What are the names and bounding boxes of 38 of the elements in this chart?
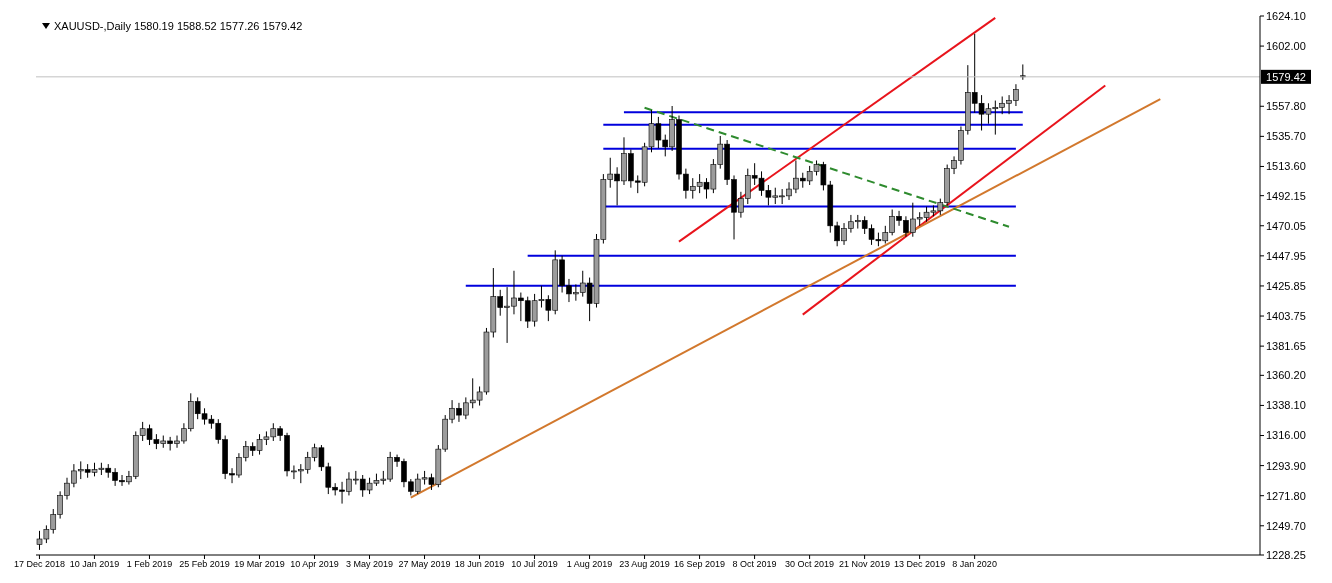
x-tick-label: 16 Sep 2019 bbox=[674, 559, 726, 570]
x-tick-label: 1 Feb 2019 bbox=[126, 559, 173, 570]
y-tick-label: 1535.70 bbox=[1266, 130, 1306, 143]
y-tick-label: 1360.20 bbox=[1266, 369, 1306, 382]
y-tick-label: 1557.80 bbox=[1266, 100, 1306, 113]
x-tick-label: 21 Nov 2019 bbox=[839, 559, 891, 570]
y-tick-label: 1403.75 bbox=[1266, 309, 1306, 322]
y-tick-label: 1470.05 bbox=[1266, 219, 1306, 232]
x-tick-label: 1 Aug 2019 bbox=[566, 559, 613, 570]
x-tick-label: 10 Jan 2019 bbox=[69, 559, 120, 570]
y-tick-label: 1271.80 bbox=[1266, 489, 1306, 502]
x-tick-label: 30 Oct 2019 bbox=[785, 559, 835, 570]
x-tick-label: 19 Mar 2019 bbox=[234, 559, 285, 570]
y-tick-label: 1447.95 bbox=[1266, 249, 1306, 262]
x-tick-label: 25 Feb 2019 bbox=[179, 559, 230, 570]
y-tick-label: 1293.90 bbox=[1266, 459, 1306, 472]
chart-title: XAUUSD-,Daily 1580.19 1588.52 1577.26 1579.42 bbox=[54, 20, 303, 32]
y-tick-label: 1381.65 bbox=[1266, 340, 1306, 353]
x-tick-label: 17 Dec 2018 bbox=[13, 559, 65, 570]
x-tick-label: 10 Jul 2019 bbox=[511, 559, 558, 570]
x-tick-label: 18 Jun 2019 bbox=[454, 559, 505, 570]
y-tick-label: 1624.10 bbox=[1266, 9, 1306, 22]
y-tick-label: 1492.15 bbox=[1266, 189, 1306, 202]
y-tick-label: 1602.00 bbox=[1266, 40, 1306, 52]
y-tick-label: 1513.60 bbox=[1266, 160, 1306, 173]
y-tick-label: 1338.10 bbox=[1266, 399, 1306, 412]
x-tick-label: 23 Aug 2019 bbox=[619, 559, 670, 570]
y-tick-label: 1249.70 bbox=[1266, 519, 1306, 532]
x-tick-label: 8 Oct 2019 bbox=[732, 559, 777, 570]
y-tick-label: 1425.85 bbox=[1266, 279, 1306, 292]
ref-line-label: 1579.42 bbox=[1266, 70, 1306, 83]
x-tick-label: 27 May 2019 bbox=[398, 559, 451, 570]
x-tick-label: 10 Apr 2019 bbox=[290, 559, 339, 570]
x-tick-label: 13 Dec 2019 bbox=[894, 559, 946, 570]
y-tick-label: 1228.25 bbox=[1266, 548, 1306, 561]
x-tick-label: 8 Jan 2020 bbox=[952, 559, 997, 570]
y-tick-label: 1316.00 bbox=[1266, 429, 1306, 442]
x-tick-label: 3 May 2019 bbox=[345, 559, 394, 570]
